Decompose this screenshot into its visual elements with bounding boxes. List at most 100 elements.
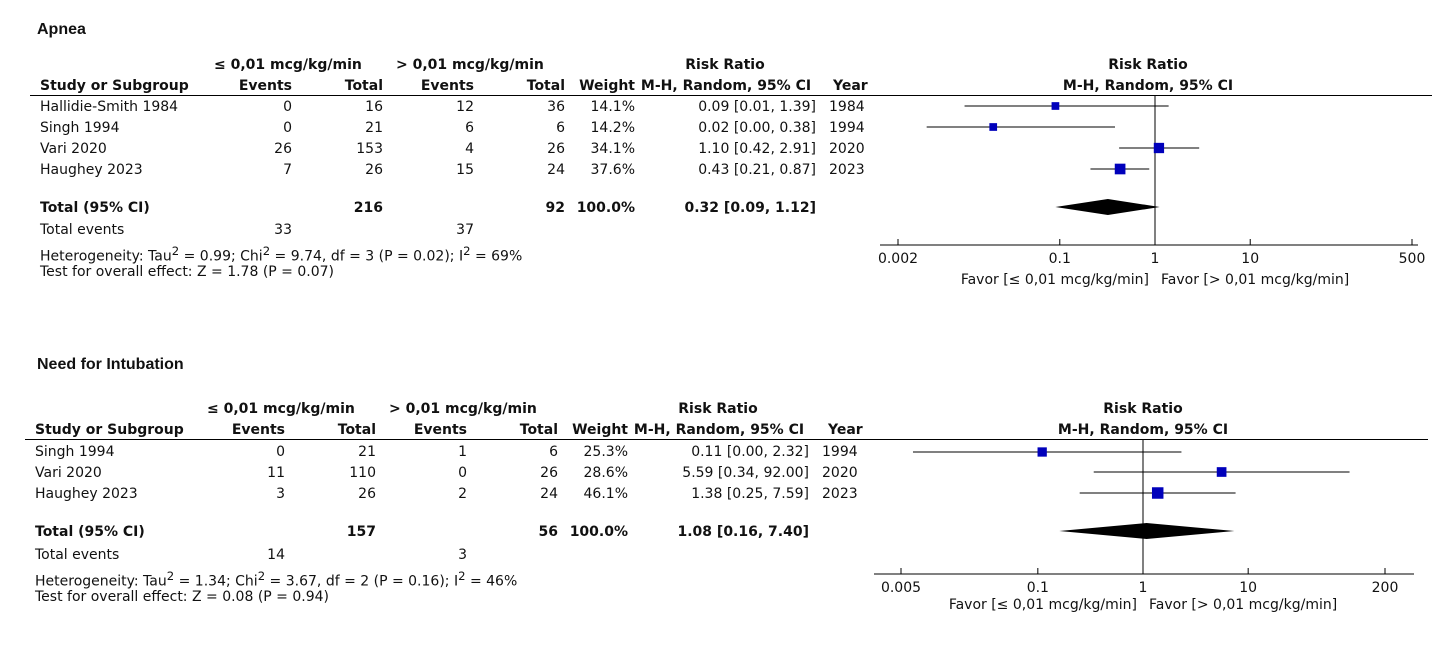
total-1: 153: [356, 141, 383, 157]
events-2: 0: [458, 465, 467, 481]
events-2: 6: [465, 120, 474, 136]
events-2: 12: [456, 99, 474, 115]
study-name: Hallidie-Smith 1984: [40, 99, 179, 115]
col-total-2: Total: [526, 78, 565, 94]
study-point-estimate: [1151, 487, 1164, 499]
events-1: 0: [283, 120, 292, 136]
weight: 14.1%: [590, 99, 635, 115]
forest-panel-apnea: Apnea ≤ 0,01 mcg/kg/min > 0,01 mcg/kg/mi…: [30, 21, 1432, 280]
total-2: 24: [547, 162, 565, 178]
total-events-1: 14: [267, 547, 285, 563]
study-year: 1994: [822, 444, 858, 460]
events-1: 3: [276, 486, 285, 502]
rr-ci: 1.10 [0.42, 2.91]: [698, 141, 816, 157]
col-rr-ci: M-H, Random, 95% CI: [633, 422, 805, 438]
total-label: Total (95% CI): [35, 524, 145, 540]
total-2: 56: [538, 524, 558, 540]
study-name: Haughey 2023: [35, 486, 138, 502]
group2-header: > 0,01 mcg/kg/min: [389, 401, 537, 417]
plot-header-bottom: M-H, Random, 95% CI: [1062, 78, 1234, 94]
events-1: 0: [276, 444, 285, 460]
col-total-1: Total: [344, 78, 383, 94]
col-study: Study or Subgroup: [40, 78, 189, 94]
events-1: 7: [283, 162, 292, 178]
rr-ci: 1.38 [0.25, 7.59]: [691, 486, 809, 502]
group1-header: ≤ 0,01 mcg/kg/min: [207, 401, 355, 417]
rr-header-top: Risk Ratio: [685, 57, 765, 73]
total-events-2: 37: [456, 222, 474, 238]
favor-left-label: Favor [≤ 0,01 mcg/kg/min]: [961, 272, 1149, 288]
heterogeneity-text: Heterogeneity: Tau2 = 1.34; Chi2 = 3.67,…: [35, 569, 518, 590]
col-year: Year: [833, 78, 868, 94]
overall-effect-text: Test for overall effect: Z = 0.08 (P = 0…: [35, 589, 329, 605]
weight: 14.2%: [590, 120, 635, 136]
favor-right-label: Favor [> 0,01 mcg/kg/min]: [1161, 272, 1349, 288]
total-2: 26: [547, 141, 565, 157]
x-tick-label: 0.1: [1027, 580, 1049, 596]
total-events-1: 33: [274, 222, 292, 238]
panel-title: Apnea: [37, 21, 86, 38]
plot-header-bottom: M-H, Random, 95% CI: [1057, 422, 1229, 438]
study-year: 1994: [829, 120, 865, 136]
total-events-label: Total events: [35, 547, 120, 563]
total-label: Total (95% CI): [40, 200, 150, 216]
total-1: 21: [365, 120, 383, 136]
study-year: 2023: [829, 162, 865, 178]
x-tick-label: 0.005: [881, 580, 921, 596]
study-name: Vari 2020: [40, 141, 107, 157]
total-1: 26: [358, 486, 376, 502]
total-2: 92: [545, 200, 565, 216]
pooled-effect-diamond: [1055, 199, 1160, 215]
events-1: 26: [274, 141, 292, 157]
study-point-estimate: [1051, 102, 1060, 110]
rr-ci: 0.11 [0.00, 2.32]: [691, 444, 809, 460]
events-2: 4: [465, 141, 474, 157]
col-events-1: Events: [238, 78, 292, 94]
study-point-estimate: [1037, 447, 1047, 457]
study-year: 2023: [822, 486, 858, 502]
total-1: 21: [358, 444, 376, 460]
weight: 46.1%: [583, 486, 628, 502]
study-name: Vari 2020: [35, 465, 102, 481]
col-rr-ci: M-H, Random, 95% CI: [640, 78, 812, 94]
total-rr-ci: 1.08 [0.16, 7.40]: [677, 524, 810, 540]
favor-right-label: Favor [> 0,01 mcg/kg/min]: [1149, 597, 1337, 613]
study-year: 1984: [829, 99, 865, 115]
col-events-2: Events: [413, 422, 467, 438]
total-2: 6: [549, 444, 558, 460]
overall-effect-text: Test for overall effect: Z = 1.78 (P = 0…: [40, 264, 334, 280]
pooled-effect-diamond: [1059, 523, 1235, 539]
col-study: Study or Subgroup: [35, 422, 184, 438]
x-tick-label: 0.1: [1049, 251, 1071, 267]
group2-header: > 0,01 mcg/kg/min: [396, 57, 544, 73]
study-name: Singh 1994: [35, 444, 115, 460]
header-rule: [25, 439, 1428, 440]
favor-left-label: Favor [≤ 0,01 mcg/kg/min]: [949, 597, 1137, 613]
total-1: 16: [365, 99, 383, 115]
total-weight: 100.0%: [576, 200, 635, 216]
total-1: 110: [349, 465, 376, 481]
weight: 25.3%: [583, 444, 628, 460]
total-1: 216: [353, 200, 383, 216]
study-point-estimate: [1153, 142, 1165, 154]
panel-title: Need for Intubation: [37, 356, 184, 373]
study-point-estimate: [1114, 163, 1126, 175]
header-rule: [30, 95, 1432, 96]
col-weight: Weight: [572, 422, 628, 438]
total-1: 157: [346, 524, 376, 540]
weight: 37.6%: [590, 162, 635, 178]
x-tick-label: 500: [1399, 251, 1426, 267]
col-total-1: Total: [337, 422, 376, 438]
total-2: 36: [547, 99, 565, 115]
x-tick-label: 1: [1151, 251, 1160, 267]
total-events-2: 3: [458, 547, 467, 563]
total-weight: 100.0%: [569, 524, 628, 540]
rr-ci: 0.09 [0.01, 1.39]: [698, 99, 816, 115]
group1-header: ≤ 0,01 mcg/kg/min: [214, 57, 362, 73]
x-tick-label: 10: [1241, 251, 1259, 267]
total-2: 26: [540, 465, 558, 481]
col-weight: Weight: [579, 78, 635, 94]
study-year: 2020: [829, 141, 865, 157]
study-year: 2020: [822, 465, 858, 481]
